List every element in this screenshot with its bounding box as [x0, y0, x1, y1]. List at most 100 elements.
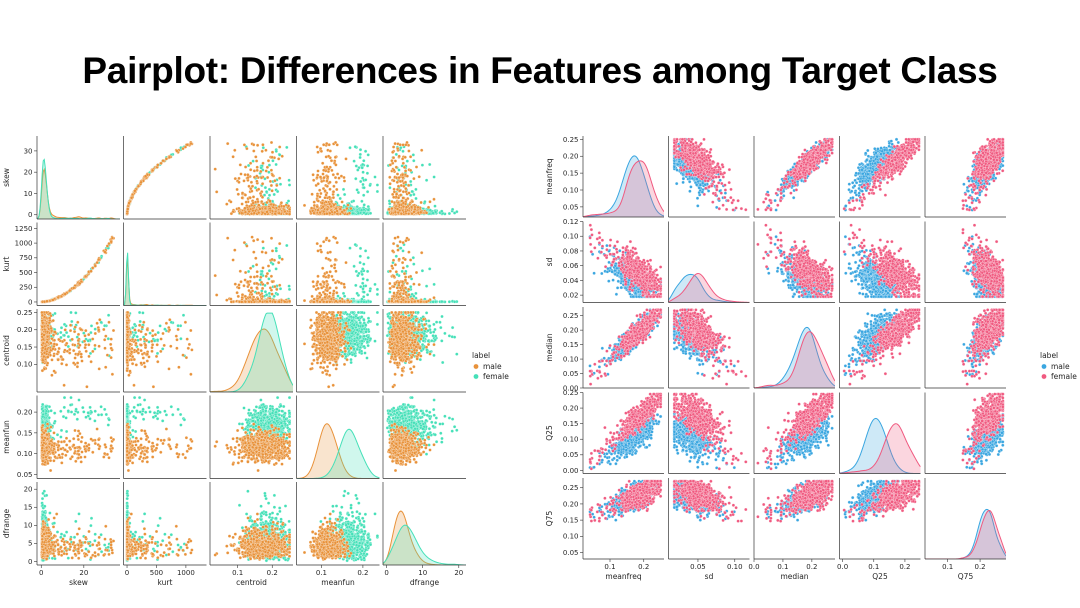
point-male [266, 159, 271, 163]
point-male [286, 204, 291, 208]
point-male [259, 176, 264, 180]
point-male [328, 180, 332, 184]
point-male [143, 174, 148, 178]
point-male [342, 179, 347, 183]
point-male [270, 150, 275, 154]
point-male [407, 191, 411, 195]
y-tick-label: 10 [24, 190, 33, 198]
point-female [362, 186, 366, 190]
point-male [346, 203, 350, 207]
point-male [322, 176, 326, 180]
point-female [405, 159, 409, 163]
point-male [318, 175, 323, 179]
point-male [399, 193, 403, 197]
point-male [321, 186, 326, 191]
point-male [254, 159, 259, 163]
point-male [337, 176, 341, 180]
point-male [312, 178, 316, 182]
point-male [419, 200, 423, 205]
point-male [404, 205, 409, 209]
point-male [231, 155, 235, 159]
pairplot-left: 0102030skew025050075010001250kurt0.100.1… [2, 136, 509, 587]
point-male [393, 141, 397, 146]
point-female [348, 146, 352, 150]
point-male [238, 163, 242, 167]
point-male [396, 210, 400, 215]
cell-skew-vs-kurt [123, 136, 207, 220]
point-female [409, 193, 413, 197]
point-male [265, 210, 269, 214]
point-female [358, 155, 362, 160]
point-female [278, 182, 283, 186]
cell-skew-vs-meanfun [296, 136, 380, 220]
point-male [225, 202, 229, 206]
point-male [388, 163, 392, 167]
point-male [161, 159, 165, 163]
point-male [249, 186, 253, 191]
point-male [269, 140, 274, 145]
point-male [390, 199, 394, 204]
point-male [388, 182, 392, 186]
point-male [318, 195, 322, 199]
point-female [360, 166, 364, 170]
point-male [401, 196, 405, 200]
point-female [361, 170, 365, 174]
point-male [185, 143, 189, 147]
point-female [259, 166, 263, 170]
point-male [405, 140, 409, 145]
point-male [388, 175, 392, 179]
point-male [243, 193, 248, 197]
point-female [267, 170, 271, 174]
point-male [243, 210, 248, 214]
point-male [398, 179, 403, 184]
point-female [251, 159, 255, 163]
point-male [268, 206, 272, 211]
point-male [315, 204, 319, 209]
point-male [333, 155, 338, 159]
point-female [399, 146, 403, 150]
point-female [364, 178, 368, 182]
point-male [408, 155, 413, 159]
point-male [237, 180, 241, 184]
point-male [342, 175, 346, 180]
point-male [260, 199, 264, 204]
point-female [452, 211, 457, 215]
point-male [393, 210, 398, 214]
point-male [249, 168, 253, 172]
point-female [287, 178, 291, 182]
point-male [164, 157, 169, 161]
point-male [334, 163, 338, 167]
point-female [267, 163, 272, 167]
point-male [287, 212, 292, 216]
point-male [318, 210, 322, 215]
point-female [375, 183, 380, 187]
point-male [426, 205, 431, 210]
point-female [246, 163, 251, 168]
point-male [335, 212, 339, 216]
point-male [321, 172, 325, 176]
point-male [255, 179, 259, 183]
point-male [338, 207, 342, 211]
point-female [363, 149, 368, 153]
point-male [175, 149, 179, 153]
point-male [254, 155, 258, 159]
point-female [412, 159, 416, 163]
point-male [251, 201, 255, 205]
point-male [278, 145, 282, 149]
point-female [274, 149, 278, 153]
point-male [321, 161, 325, 165]
point-male [329, 159, 334, 163]
point-male [277, 157, 281, 161]
point-male [325, 212, 329, 216]
point-male [240, 211, 244, 215]
point-male [312, 200, 316, 204]
point-female [287, 183, 292, 187]
point-female [359, 179, 363, 184]
point-male [339, 174, 344, 178]
point-female [261, 146, 265, 150]
point-male [246, 175, 250, 180]
point-male [330, 168, 334, 173]
point-male [403, 169, 408, 173]
